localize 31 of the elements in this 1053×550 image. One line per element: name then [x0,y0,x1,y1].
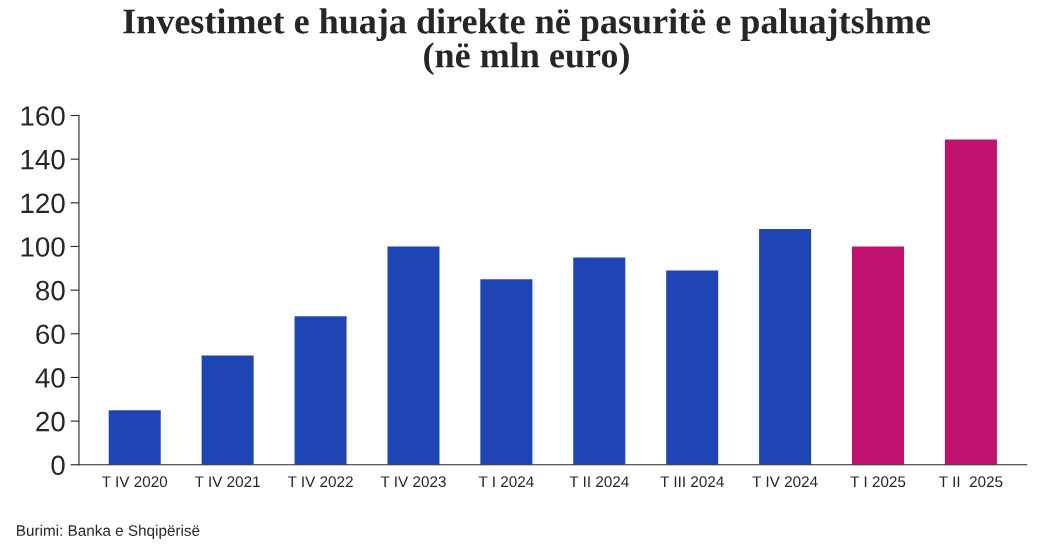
x-tick-label: T III 2024 [660,476,724,488]
y-tick-label: 20 [36,411,65,432]
x-tick-label: T IV 2020 [102,476,168,488]
x-tick-label: T IV 2022 [287,476,353,488]
bar [944,139,997,465]
bar [666,270,719,465]
bar [201,355,254,465]
bar [480,279,533,465]
x-tick-label: T I 2024 [478,476,534,488]
bar [852,246,905,465]
x-tick-label: T II 2025 [939,476,1003,488]
bar [573,257,626,465]
bar [108,410,161,465]
bar [294,316,347,465]
y-tick-label: 140 [21,149,65,170]
y-tick-label: 120 [21,193,65,214]
x-tick-label: T II 2024 [569,476,629,488]
x-tick-label: T IV 2024 [752,476,818,488]
y-tick-label: 160 [21,106,65,126]
y-tick-label: 80 [36,280,65,301]
y-tick-label: 100 [21,237,65,257]
bar [387,246,440,465]
bar [759,229,812,465]
x-tick-label: T I 2025 [850,476,906,488]
x-tick-label: T IV 2023 [380,476,446,488]
text: Burimi: Banka e Shqipërisë [17,524,200,539]
y-tick-label: 60 [36,324,65,345]
x-tick-label: T IV 2021 [194,476,260,488]
y-tick-label: 0 [51,455,65,476]
y-tick-label: 40 [35,368,65,388]
chart-title: Investimet e huaja direkte në pasuritë e paluajtshme (në mln euro) [123,8,930,75]
